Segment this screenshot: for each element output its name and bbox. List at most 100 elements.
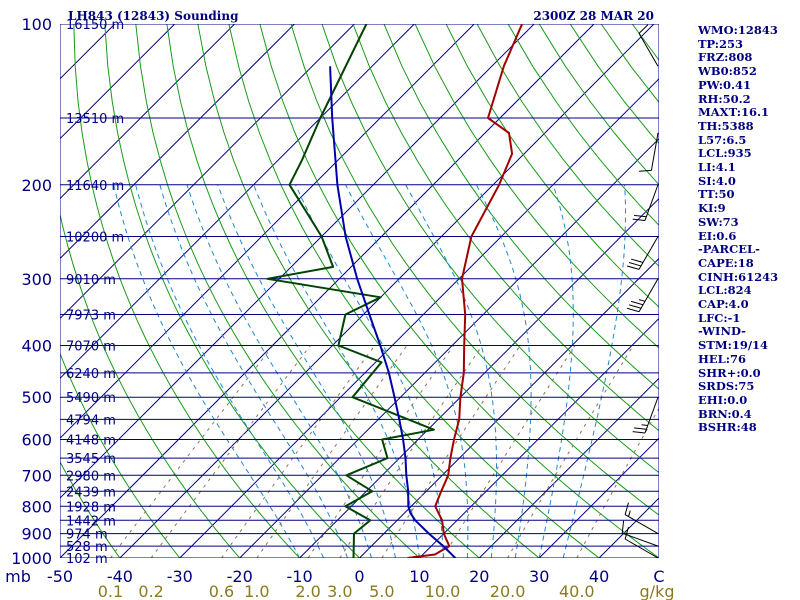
index-item: FRZ:808 <box>698 50 753 65</box>
chart-timestamp: 2300Z 28 MAR 20 <box>533 9 654 23</box>
mixing-ratio-label: 20.0 <box>490 582 526 600</box>
isotherm-line <box>60 24 535 499</box>
index-item: HEL:76 <box>698 351 746 366</box>
index-item: EHI:0.0 <box>698 392 748 407</box>
index-item: TT:50 <box>698 187 735 202</box>
parcel-trace <box>329 66 457 558</box>
pressure-tick-label: 600 <box>21 431 52 450</box>
temperature-trace <box>407 24 524 558</box>
temperature-tick-label: 10 <box>409 567 429 586</box>
index-item: SRDS:75 <box>698 379 755 394</box>
wind-barb <box>626 236 659 270</box>
mixing-ratio-label: 0.6 <box>209 582 234 600</box>
mixing-ratio-label: 1.0 <box>244 582 269 600</box>
temperature-tick-label: -50 <box>47 567 73 586</box>
height-label: 6240 m <box>66 367 116 382</box>
mixing-ratio-label: 2.0 <box>295 582 320 600</box>
height-label: 2439 m <box>66 485 116 500</box>
index-item: BRN:0.4 <box>698 406 752 421</box>
index-item: LCL:824 <box>698 283 752 298</box>
pressure-tick-label: 1000 <box>11 549 52 568</box>
height-label: 7973 m <box>66 309 116 324</box>
height-label: 7070 m <box>66 340 116 355</box>
height-label: 102 m <box>66 552 108 567</box>
wind-barb <box>624 502 659 534</box>
index-item: LFC:-1 <box>698 310 741 325</box>
wind-barb <box>638 24 659 67</box>
pressure-tick-label: 200 <box>21 176 52 195</box>
isotherm-line <box>60 24 475 439</box>
dewpoint-trace <box>266 24 435 558</box>
temperature-tick-label: -40 <box>107 567 133 586</box>
pressure-tick-label: 900 <box>21 525 52 544</box>
index-item: LCL:935 <box>698 146 752 161</box>
pressure-unit-label: mb <box>5 567 31 586</box>
height-label: 5490 m <box>66 391 116 406</box>
height-label: 4148 m <box>66 434 116 449</box>
wind-barb <box>621 520 659 547</box>
mixing-ratio-label: 40.0 <box>559 582 595 600</box>
mixing-ratio-unit-label: g/kg <box>640 582 675 600</box>
index-item: SW:73 <box>698 214 739 229</box>
isotherm-line <box>60 24 176 140</box>
index-item: RH:50.2 <box>698 91 751 106</box>
index-item: CAP:4.0 <box>698 297 749 312</box>
height-label: 4794 m <box>66 413 116 428</box>
index-item: EI:0.6 <box>698 228 737 243</box>
isotherm-line <box>538 437 659 558</box>
temperature-tick-label: -20 <box>227 567 253 586</box>
temperature-tick-label: -30 <box>167 567 193 586</box>
height-label: 16150 m <box>66 18 124 33</box>
pressure-tick-label: 800 <box>21 497 52 516</box>
index-item: WB0:852 <box>698 64 757 79</box>
mixing-ratio-label: 0.2 <box>138 582 163 600</box>
height-label: 3545 m <box>66 452 116 467</box>
height-label: 10200 m <box>66 230 124 245</box>
index-item: MAXT:16.1 <box>698 105 769 120</box>
index-item: SHR+:0.0 <box>698 365 761 380</box>
height-label: 1442 m <box>66 514 116 529</box>
temperature-tick-label: 40 <box>589 567 609 586</box>
height-label: 11640 m <box>66 179 124 194</box>
mixing-ratio-label: 3.0 <box>327 582 352 600</box>
isotherm-line <box>60 24 295 260</box>
wind-barb <box>632 184 659 221</box>
isotherm-line <box>60 24 595 558</box>
pressure-tick-label: 400 <box>21 337 52 356</box>
wind-barb <box>632 397 659 434</box>
index-item: KI:9 <box>698 201 726 216</box>
pressure-tick-label: 300 <box>21 270 52 289</box>
index-item: CAPE:18 <box>698 255 754 270</box>
wind-barb <box>624 526 659 559</box>
temperature-tick-label: 0 <box>354 567 364 586</box>
index-item: STM:19/14 <box>698 338 769 353</box>
isotherm-line <box>419 317 659 558</box>
pressure-tick-label: 100 <box>21 15 52 34</box>
temperature-tick-label: 30 <box>529 567 549 586</box>
height-label: 9010 m <box>66 273 116 288</box>
pressure-tick-label: 700 <box>21 466 52 485</box>
index-item: -WIND- <box>698 324 746 339</box>
index-item: WMO:12843 <box>698 23 778 37</box>
isotherm-line <box>179 78 659 558</box>
chart-title: LH843 (12843) Sounding <box>68 9 239 23</box>
wind-barb <box>639 132 659 172</box>
wind-barb <box>626 278 659 313</box>
isotherm-line <box>239 137 659 558</box>
isotherm-line <box>60 24 235 200</box>
index-item: TH:5388 <box>698 118 754 133</box>
isotherm-line <box>60 24 355 320</box>
index-item: CINH:61243 <box>698 269 779 284</box>
height-label: 13510 m <box>66 112 124 127</box>
temperature-tick-label: -10 <box>287 567 313 586</box>
index-item: BSHR:48 <box>698 420 757 435</box>
index-item: SI:4.0 <box>698 173 736 188</box>
index-item: -PARCEL- <box>698 242 760 257</box>
height-label: 1928 m <box>66 500 116 515</box>
moist-adiabat-line <box>253 184 420 558</box>
mixing-ratio-label: 0.1 <box>98 582 123 600</box>
index-item: TP:253 <box>698 36 744 51</box>
pressure-tick-label: 500 <box>21 388 52 407</box>
index-item: LI:4.1 <box>698 160 736 175</box>
